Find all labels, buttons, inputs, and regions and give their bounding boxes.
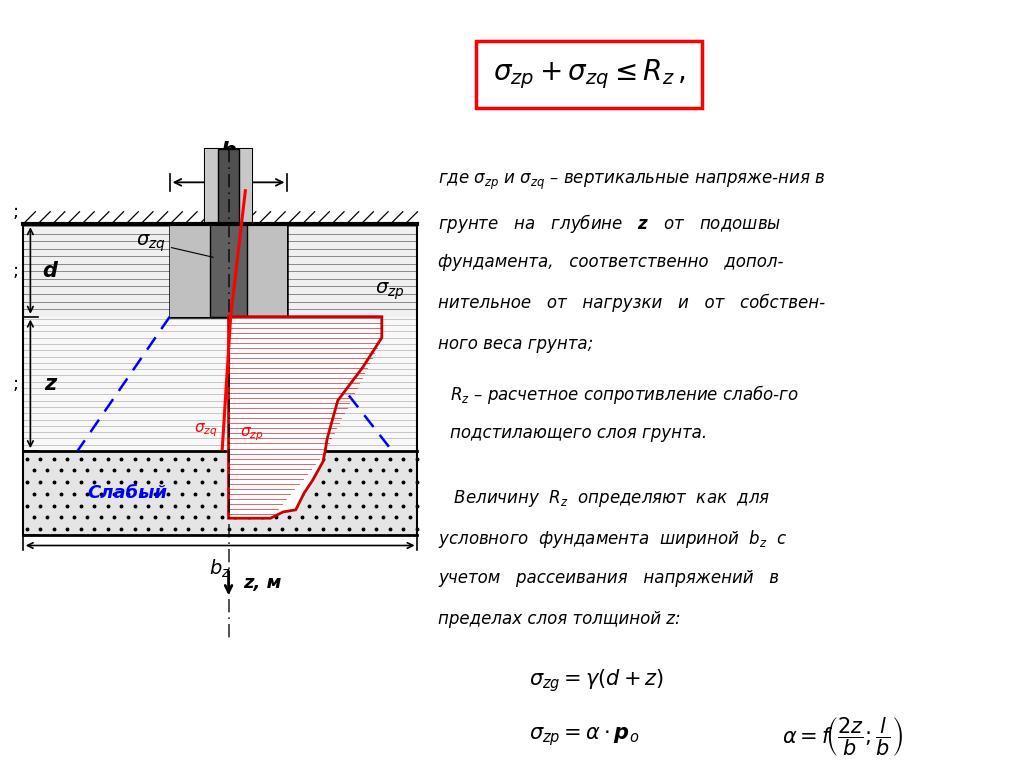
Text: $\sigma_{zp}$: $\sigma_{zp}$ (240, 426, 263, 443)
Text: d: d (43, 261, 57, 281)
Text: где $\boldsymbol{\sigma_{zp}}$ и $\boldsymbol{\sigma_{zq}}$ – вертикальные напря: где $\boldsymbol{\sigma_{zp}}$ и $\bolds… (438, 171, 825, 192)
Text: пределах слоя толщиной z:: пределах слоя толщиной z: (438, 611, 681, 628)
Bar (170, 224, 288, 317)
Bar (218, 149, 239, 224)
Polygon shape (228, 317, 382, 518)
Text: $\sigma_{zg}=\gamma(d+z)$: $\sigma_{zg}=\gamma(d+z)$ (528, 667, 664, 694)
Bar (23, 317, 418, 451)
Text: ного веса грунта;: ного веса грунта; (438, 335, 593, 353)
Text: $\sigma_{zp}=\alpha\cdot\boldsymbol{p}_o$: $\sigma_{zp}=\alpha\cdot\boldsymbol{p}_o… (528, 726, 639, 748)
Text: $\sigma_{zp}$: $\sigma_{zp}$ (376, 281, 404, 302)
Text: $\boldsymbol{R_z}$ – расчетное сопротивление слабо-го: $\boldsymbol{R_z}$ – расчетное сопротивл… (451, 384, 799, 407)
Text: учетом   рассеивания   напряжений   в: учетом рассеивания напряжений в (438, 569, 779, 588)
Text: z: z (44, 374, 56, 394)
Bar (210, 224, 248, 317)
Text: $\sigma_{zq}$: $\sigma_{zq}$ (194, 421, 217, 439)
Text: b: b (220, 141, 237, 161)
Bar (23, 224, 170, 317)
Bar (239, 149, 252, 224)
Text: ;: ; (12, 202, 18, 221)
Bar (23, 451, 418, 535)
Bar (248, 224, 288, 317)
Bar (288, 224, 418, 317)
Text: грунте   на   глубине   $\boldsymbol{z}$   от   подошвы: грунте на глубине $\boldsymbol{z}$ от по… (438, 212, 781, 235)
Text: $\sigma_{zq}$: $\sigma_{zq}$ (136, 232, 213, 257)
Text: фундамента,   соответственно   допол-: фундамента, соответственно допол- (438, 253, 783, 272)
Text: $\alpha=f\!\left(\dfrac{2z}{b};\dfrac{l}{b}\right)$: $\alpha=f\!\left(\dfrac{2z}{b};\dfrac{l}… (782, 716, 903, 759)
Text: ;: ; (12, 262, 18, 279)
Text: Величину  $\boldsymbol{R_z}$  определяют  как  для: Величину $\boldsymbol{R_z}$ определяют к… (438, 488, 770, 509)
Text: z, м: z, м (244, 574, 282, 592)
Bar (206, 149, 218, 224)
Text: $\sigma_{zp}+\sigma_{zq}\leq R_z\,,$: $\sigma_{zp}+\sigma_{zq}\leq R_z\,,$ (493, 58, 685, 91)
Bar (170, 224, 210, 317)
Text: $b_z$: $b_z$ (209, 558, 231, 581)
Text: ;: ; (12, 375, 18, 393)
Text: условного  фундамента  шириной  $\boldsymbol{b_z}$  с: условного фундамента шириной $\boldsymbo… (438, 528, 787, 551)
Text: подстилающего слоя грунта.: подстилающего слоя грунта. (451, 424, 708, 443)
Bar (206, 149, 252, 224)
Text: Слабый: Слабый (88, 484, 168, 502)
Text: нительное   от   нагрузки   и   от   собствен-: нительное от нагрузки и от собствен- (438, 294, 825, 312)
